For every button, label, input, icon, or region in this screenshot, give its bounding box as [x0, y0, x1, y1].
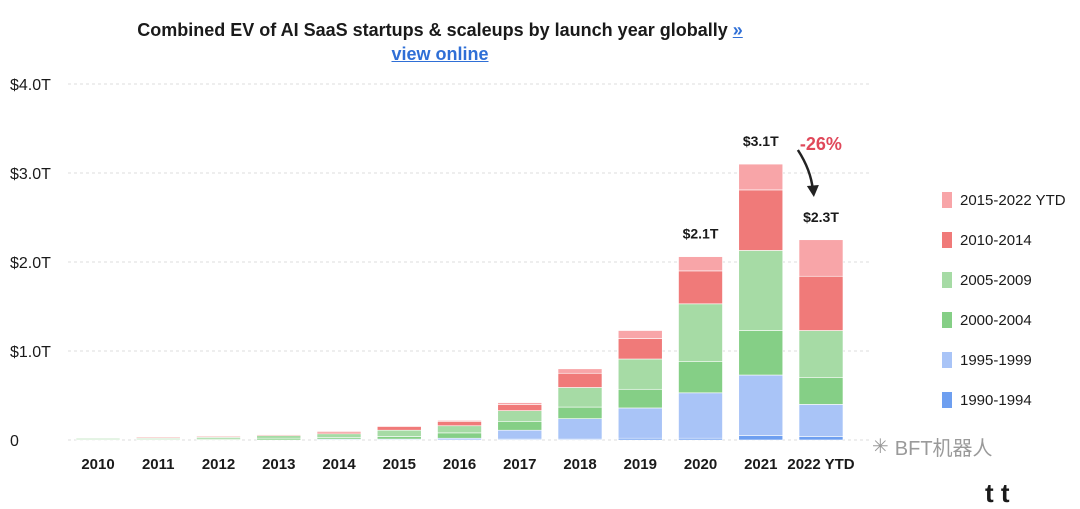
legend-swatch — [942, 312, 952, 328]
bar-segment — [557, 418, 603, 440]
legend-label: 2015-2022 YTD — [960, 191, 1066, 209]
bar-segment — [617, 388, 663, 409]
y-tick-label: $3.0T — [10, 166, 51, 183]
legend-item: 2005-2009 — [942, 260, 1066, 300]
legend-item: 1990-1994 — [942, 380, 1066, 420]
y-tick-label: $4.0T — [10, 77, 51, 94]
bar-segment — [678, 361, 723, 394]
legend-swatch — [942, 232, 952, 248]
bar-segment — [617, 358, 663, 390]
watermark-text: BFT机器人 — [894, 438, 993, 460]
bar-segment — [437, 432, 482, 439]
x-tick-label: 2018 — [563, 456, 596, 473]
x-tick-label: 2019 — [624, 456, 657, 473]
chart-title-text: Combined EV of AI SaaS startups & scaleu… — [137, 20, 728, 40]
x-tick-label: 2012 — [202, 456, 235, 473]
bar-segment — [497, 429, 543, 440]
bar-segment — [798, 330, 844, 378]
bar-segment — [376, 425, 422, 427]
bar-segment — [738, 250, 784, 331]
legend-label: 2005-2009 — [960, 271, 1032, 289]
legend-swatch — [942, 392, 952, 408]
bar-segment — [437, 425, 482, 434]
legend-item: 1995-1999 — [942, 340, 1066, 380]
wechat-icon: ✳ — [872, 436, 889, 458]
bar-segment — [798, 239, 844, 277]
view-online-link[interactable]: view online — [391, 44, 489, 64]
bar-segment — [738, 330, 784, 376]
change-annotation: -26% — [800, 134, 842, 154]
legend-item: 2010-2014 — [942, 220, 1066, 260]
bar-segment — [557, 372, 603, 388]
bar-segment — [316, 433, 362, 438]
x-tick-label: 2010 — [81, 456, 114, 473]
legend-swatch — [942, 272, 952, 288]
x-tick-label: 2017 — [503, 456, 536, 473]
x-tick-label: 2011 — [142, 456, 175, 473]
x-tick-label: 2016 — [443, 456, 476, 473]
total-value-label: $2.3T — [803, 209, 839, 225]
bar-segment — [256, 434, 302, 436]
bar-segment — [678, 392, 723, 439]
legend-swatch — [942, 352, 952, 368]
y-tick-label: 0 — [10, 433, 19, 450]
legend-label: 1990-1994 — [960, 391, 1032, 409]
x-tick-label: 2022 YTD — [787, 456, 854, 473]
x-tick-label: 2013 — [262, 456, 295, 473]
legend-label: 1995-1999 — [960, 351, 1032, 369]
bar-segment — [738, 163, 784, 191]
stacked-bar-chart: 0 $1.0T $2.0T $3.0T $4.0T 2010 2011 2012 2013 20… — [10, 77, 870, 473]
x-tick-label: 2014 — [322, 456, 356, 473]
bar-segment — [617, 330, 663, 339]
bar-segment — [497, 404, 543, 411]
y-tick-label: $1.0T — [10, 344, 51, 361]
legend-item: 2015-2022 YTD — [942, 180, 1066, 220]
legend-item: 2000-2004 — [942, 300, 1066, 340]
bar-segment — [678, 303, 723, 362]
view-online-arrow[interactable]: » — [732, 20, 743, 40]
x-tick-label: 2015 — [383, 456, 416, 473]
bar-segment — [437, 421, 482, 427]
chart-legend: 2015-2022 YTD 2010-2014 2005-2009 2000-2004… — [942, 180, 1066, 420]
legend-label: 2010-2014 — [960, 231, 1032, 249]
watermark: ✳ BFT机器人 — [872, 432, 993, 461]
bar-segment — [617, 338, 663, 360]
bar-segment — [617, 407, 663, 439]
bar-segment — [497, 402, 543, 405]
bar-segment — [798, 377, 844, 405]
bar-segment — [738, 435, 784, 441]
bar-segment — [678, 256, 723, 272]
chart-title: Combined EV of AI SaaS startups & scaleu… — [0, 18, 880, 66]
bar-segment — [738, 374, 784, 436]
change-arrow — [796, 149, 815, 191]
x-tick-label: 2020 — [684, 456, 717, 473]
y-tick-label: $2.0T — [10, 255, 51, 272]
bar-segment — [376, 426, 422, 431]
total-value-label: $2.1T — [683, 226, 719, 242]
bar-segment — [376, 429, 422, 437]
change-arrowhead — [806, 185, 819, 197]
legend-label: 2000-2004 — [960, 311, 1032, 329]
bar-segment — [798, 436, 844, 441]
bar-segment — [376, 436, 422, 440]
bar-segment — [798, 404, 844, 437]
bar-segment — [256, 435, 302, 439]
bar-segment — [437, 420, 482, 422]
bar-segment — [497, 421, 543, 431]
legend-swatch — [942, 192, 952, 208]
bar-segment — [798, 275, 844, 331]
bar-segment — [557, 368, 603, 374]
bar-segment — [497, 410, 543, 422]
bar-segment — [135, 437, 181, 439]
x-tick-label: 2021 — [744, 456, 777, 473]
bar-segment — [557, 406, 603, 419]
bar-segment — [75, 437, 121, 440]
bar-segment — [316, 430, 362, 433]
bar-segment — [738, 189, 784, 251]
bar-segment — [557, 387, 603, 408]
bar-segment — [678, 270, 723, 305]
total-value-label: $3.1T — [743, 133, 779, 149]
bar-segment — [196, 436, 241, 438]
